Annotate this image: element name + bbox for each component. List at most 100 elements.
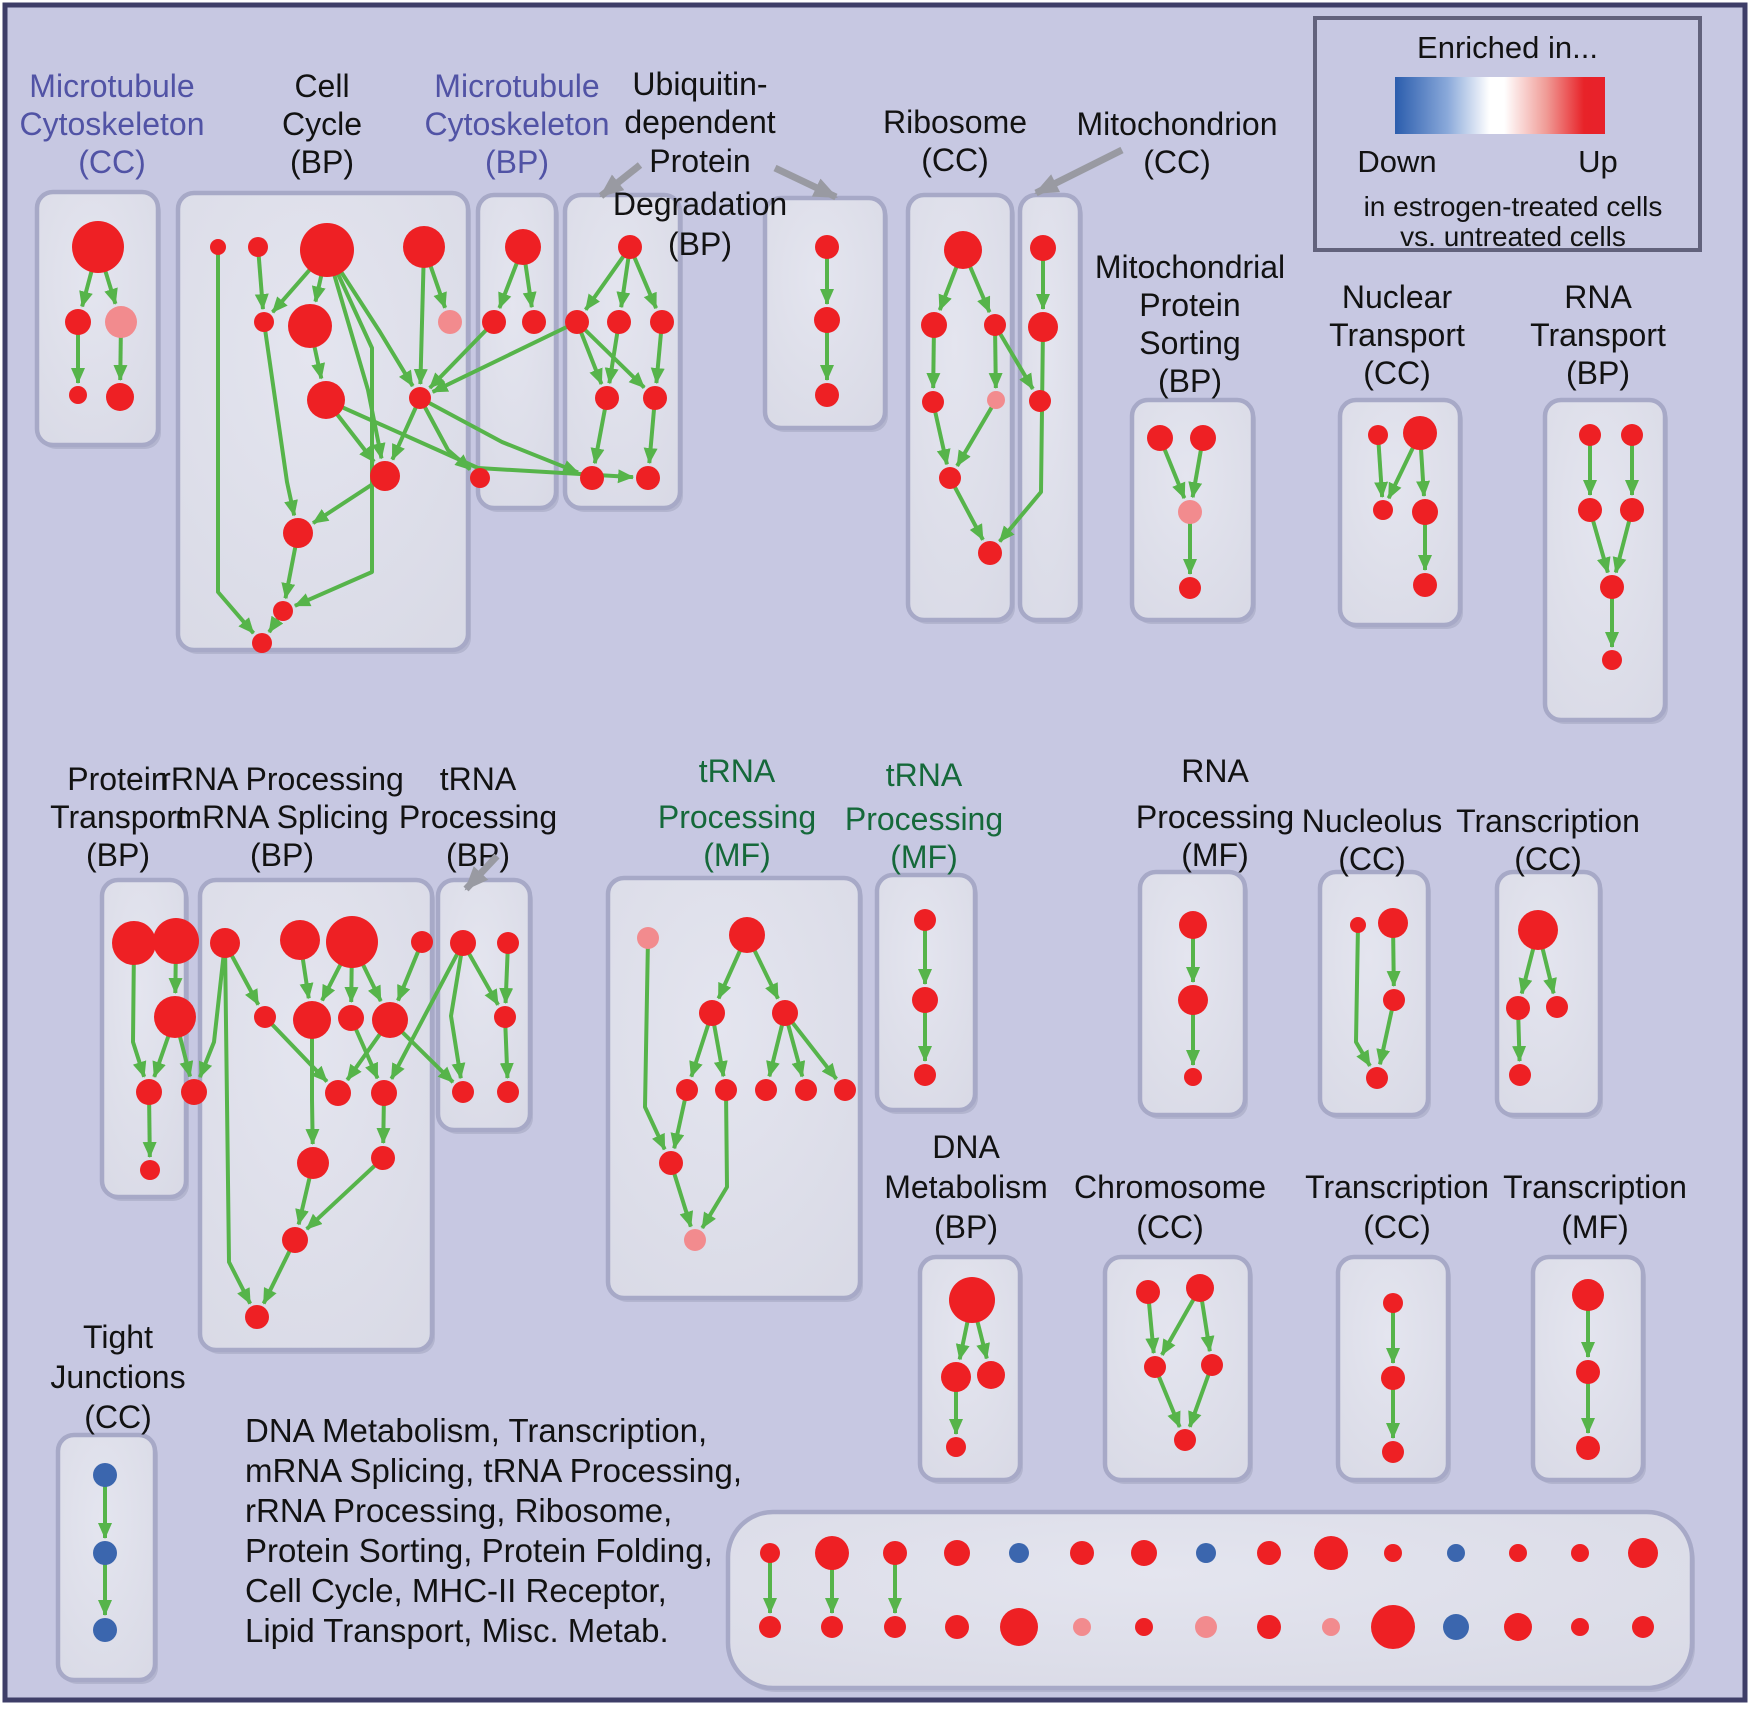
ubA-node-T bbox=[618, 235, 642, 259]
legend-gradient-bar bbox=[1395, 77, 1605, 134]
mtcc-node-D bbox=[69, 386, 87, 404]
pt-node-F bbox=[140, 1160, 160, 1180]
tmf2-node-S3 bbox=[914, 1064, 936, 1086]
ubA-label-line-3: Degradation bbox=[613, 186, 787, 222]
ubA-label-line-1: dependent bbox=[624, 104, 775, 140]
pt-node-B bbox=[153, 918, 199, 964]
tj-label-line-0: Tight bbox=[83, 1319, 153, 1355]
pt-label-line-1: Transport bbox=[50, 799, 186, 835]
rpmf-node-N3 bbox=[1184, 1068, 1202, 1086]
annotation-arrow-3 bbox=[463, 853, 500, 892]
tmf1-label-line-0: tRNA bbox=[699, 753, 776, 789]
tmf2-label-line-0: tRNA bbox=[886, 757, 963, 793]
mixed-node-c15t bbox=[1628, 1538, 1658, 1568]
mixed-node-c12b bbox=[1443, 1614, 1469, 1640]
ubA-node-B1 bbox=[580, 466, 604, 490]
rrna-edge-12 bbox=[305, 1156, 385, 1231]
msort-label-line-3: (BP) bbox=[1158, 363, 1222, 399]
rrna-label-line-0: rRNA Processing bbox=[160, 761, 404, 797]
annotation-arrow-2 bbox=[1034, 146, 1124, 197]
mtbp-label-line-1: Cytoskeleton bbox=[425, 106, 610, 142]
cc-label-line-2: (BP) bbox=[290, 144, 354, 180]
tmf2-node-S2 bbox=[912, 987, 938, 1013]
pt-edge-0 bbox=[131, 942, 147, 1078]
ribo-node-D bbox=[922, 391, 944, 413]
cc-node-a bbox=[210, 239, 226, 255]
mixed-node-c3t bbox=[883, 1541, 907, 1565]
msort-node-S2 bbox=[1190, 425, 1216, 451]
tmf1-node-M1 bbox=[699, 1000, 725, 1026]
rrna-node-r2 bbox=[371, 1080, 397, 1106]
tmf3-node-n1 bbox=[1572, 1279, 1604, 1311]
rrna-node-t1 bbox=[210, 928, 240, 958]
cc-node-f bbox=[288, 304, 332, 348]
tbp-node-B2 bbox=[497, 1081, 519, 1103]
tj-node-b3 bbox=[93, 1618, 117, 1642]
cc-edge-10 bbox=[390, 397, 422, 461]
mixed-node-c8b bbox=[1195, 1616, 1217, 1638]
chrom-node-t2 bbox=[1186, 1274, 1214, 1302]
ubA-edge-5 bbox=[575, 320, 646, 389]
rpmf-label-line-2: (MF) bbox=[1181, 837, 1249, 873]
tbp-node-T2 bbox=[497, 932, 519, 954]
cc-edge-14 bbox=[293, 249, 374, 608]
mito-label-line-0: Mitochondrion bbox=[1077, 106, 1278, 142]
cross-edge-1 bbox=[419, 396, 580, 475]
cross-edge-4 bbox=[428, 320, 496, 390]
rrna-node-t4 bbox=[411, 931, 433, 953]
cross-edge-5 bbox=[993, 323, 1035, 390]
rrna-node-m3 bbox=[338, 1005, 364, 1031]
dnam-node-m1 bbox=[941, 1362, 971, 1392]
mixed-node-c4b bbox=[945, 1615, 969, 1639]
rrna-node-t3 bbox=[326, 916, 378, 968]
rnat-label-line-1: Transport bbox=[1530, 317, 1666, 353]
tbp-node-T1 bbox=[450, 930, 476, 956]
ubA-label-line-4: (BP) bbox=[668, 226, 732, 262]
chrom-node-t1 bbox=[1136, 1280, 1160, 1304]
rnat-node-c bbox=[1600, 575, 1624, 599]
tmf3-node-n3 bbox=[1576, 1436, 1600, 1460]
msort-label-line-1: Protein bbox=[1139, 287, 1240, 323]
mixed-node-c11t bbox=[1384, 1544, 1402, 1562]
ubB-node-U3 bbox=[815, 383, 839, 407]
mixed-node-c7t bbox=[1131, 1540, 1157, 1566]
rrna-node-r1 bbox=[325, 1080, 351, 1106]
mtbp-node-A bbox=[505, 229, 541, 265]
ribo-node-G bbox=[978, 541, 1002, 565]
tmf1-label-line-1: Processing bbox=[658, 799, 816, 835]
mixed-node-c15b bbox=[1632, 1616, 1654, 1638]
cc-node-l bbox=[273, 601, 293, 621]
mtbp-label-line-2: (BP) bbox=[485, 144, 549, 180]
cc-node-e bbox=[254, 312, 274, 332]
mito-label-line-1: (CC) bbox=[1143, 144, 1211, 180]
nuct-cluster-box bbox=[1337, 397, 1463, 628]
cc-edge-11 bbox=[262, 321, 298, 517]
dnam-label-line-2: (BP) bbox=[934, 1209, 998, 1245]
cc-label-line-1: Cycle bbox=[282, 106, 362, 142]
rrna-node-s1 bbox=[297, 1147, 329, 1179]
nuct-label-line-0: Nuclear bbox=[1342, 279, 1453, 315]
pt-node-A bbox=[112, 921, 156, 965]
mixed-node-c14b bbox=[1571, 1618, 1589, 1636]
tcc3-label-line-0: Transcription bbox=[1305, 1169, 1489, 1205]
tmf1-node-R4 bbox=[795, 1079, 817, 1101]
dnam-cluster-box bbox=[917, 1254, 1023, 1483]
tmf1-node-X bbox=[659, 1151, 683, 1175]
tbp-label-line-0: tRNA bbox=[440, 761, 517, 797]
mito-node-M2 bbox=[1028, 312, 1058, 342]
cc-edge-6 bbox=[325, 248, 415, 388]
ubA-node-R2 bbox=[607, 310, 631, 334]
misc-terms-line-3: Protein Sorting, Protein Folding, bbox=[245, 1532, 713, 1569]
mtcc-label-line-0: Microtubule bbox=[29, 68, 194, 104]
tcc2-label-line-0: Transcription bbox=[1456, 803, 1640, 839]
ribo-node-C bbox=[984, 314, 1006, 336]
cross-edge-3 bbox=[431, 320, 578, 394]
chrom-node-b bbox=[1174, 1429, 1196, 1451]
nucl-edge-0 bbox=[1354, 924, 1372, 1067]
chrom-label-line-1: (CC) bbox=[1136, 1209, 1204, 1245]
tmf1-node-P bbox=[637, 927, 659, 949]
cc-node-b bbox=[248, 237, 268, 257]
tmf1-node-R5 bbox=[834, 1079, 856, 1101]
